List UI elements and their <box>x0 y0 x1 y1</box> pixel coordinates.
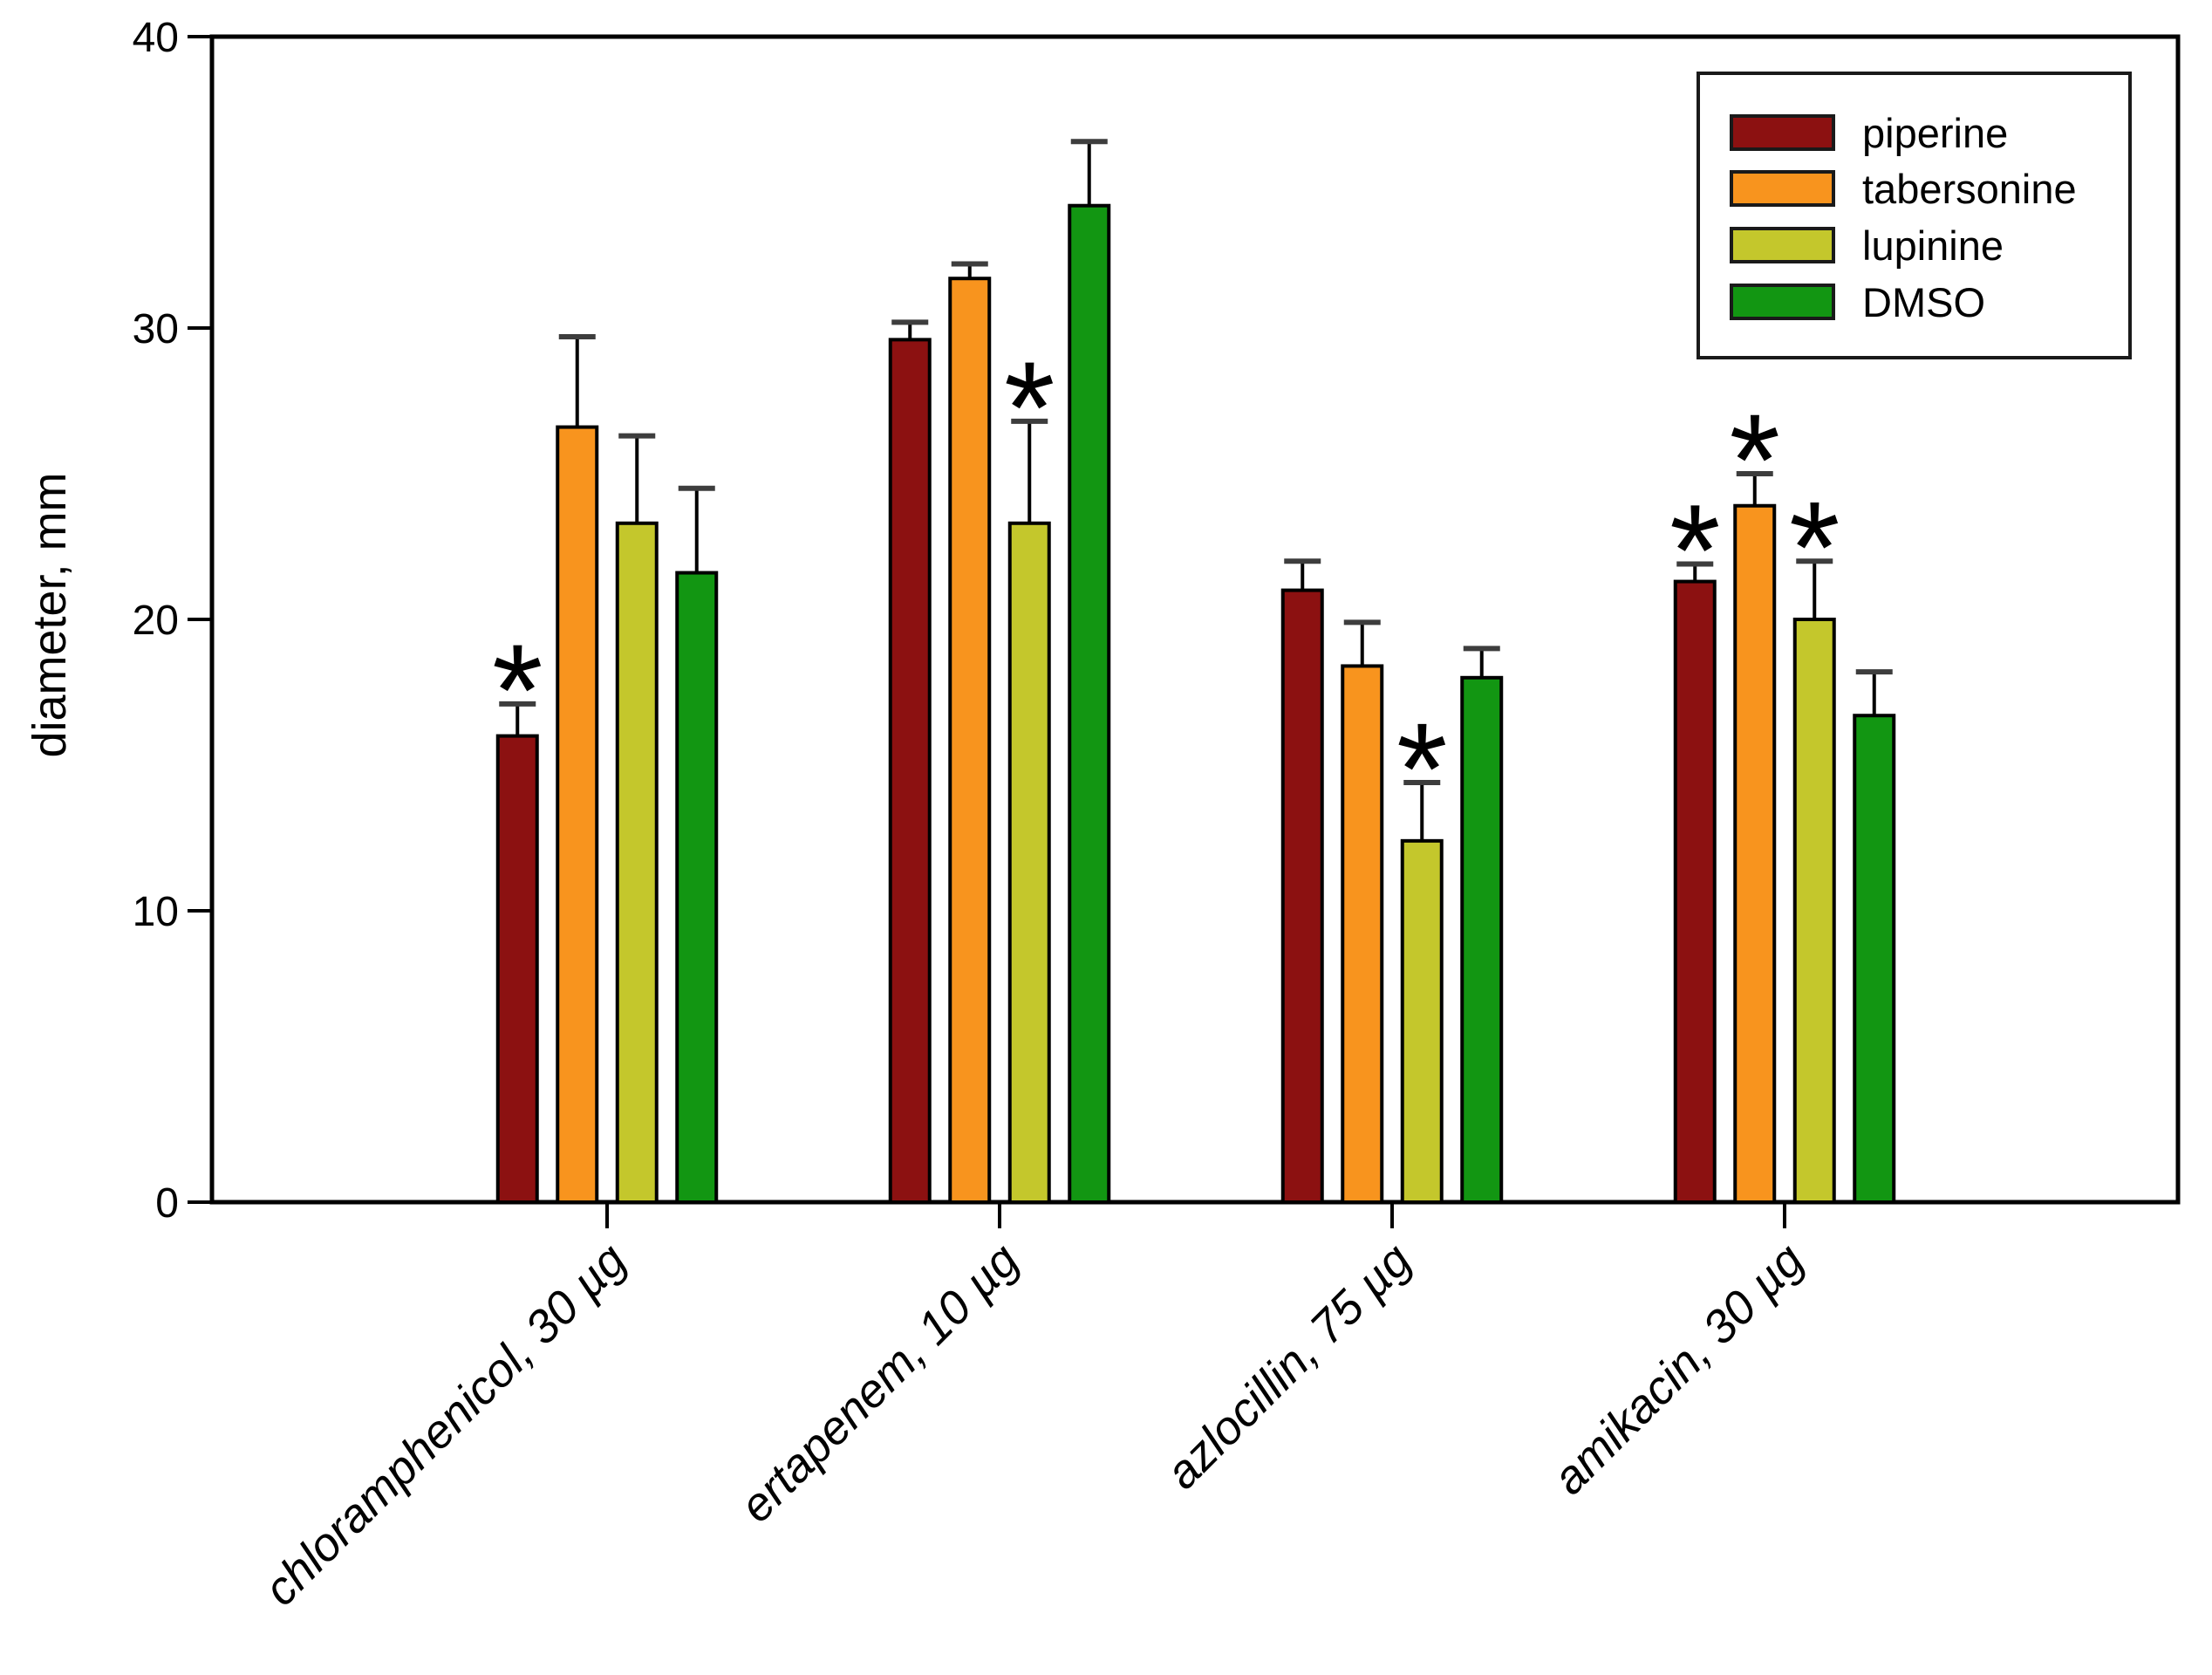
significance-asterisk-lupinine-2: * <box>1396 695 1447 842</box>
bar-piperine-2 <box>1280 588 1324 1204</box>
bar-piperine-3 <box>1673 579 1717 1204</box>
significance-asterisk-tabersonine-3: * <box>1730 386 1780 533</box>
legend-swatch-tabersonine <box>1730 170 1835 207</box>
bar-piperine-0 <box>495 734 539 1204</box>
legend-swatch-piperine <box>1730 114 1835 151</box>
bar-DMSO-2 <box>1460 675 1504 1204</box>
bar-tabersonine-2 <box>1341 664 1384 1204</box>
x-axis-ticks <box>605 1202 1786 1228</box>
x-category-label: chloramphenicol, 30 µg <box>254 1234 636 1616</box>
legend-label: lupinine <box>1862 222 2004 269</box>
legend: piperine tabersonine lupinine DMSO <box>1697 72 2132 359</box>
y-axis-ticks <box>188 35 212 1204</box>
y-tick-label: 20 <box>133 598 179 644</box>
x-category-label: amikacin, 30 µg <box>1543 1234 1814 1505</box>
legend-swatch-lupinine <box>1730 227 1835 263</box>
legend-label: piperine <box>1862 110 2008 156</box>
y-tick-label: 0 <box>155 1180 179 1227</box>
significance-asterisk-lupinine-1: * <box>1004 334 1055 481</box>
x-category-label: azlocillin, 75 µg <box>1156 1234 1421 1499</box>
y-tick-label: 10 <box>133 889 179 935</box>
bar-tabersonine-1 <box>948 277 992 1205</box>
bar-lupinine-0 <box>615 521 659 1204</box>
bar-lupinine-3 <box>1792 618 1836 1204</box>
legend-label: tabersonine <box>1862 166 2077 212</box>
significance-asterisk-piperine-3: * <box>1669 477 1720 624</box>
significance-asterisk-lupinine-3: * <box>1789 474 1840 620</box>
x-category-label: ertapenem, 10 µg <box>730 1234 1029 1533</box>
bar-tabersonine-0 <box>556 425 599 1204</box>
bar-piperine-1 <box>888 338 932 1204</box>
bar-DMSO-1 <box>1068 203 1111 1205</box>
y-tick-label: 30 <box>133 306 179 352</box>
bars-layer: ****** <box>492 139 1896 1205</box>
legend-swatch-dmso <box>1730 284 1835 320</box>
bar-DMSO-3 <box>1853 714 1896 1204</box>
y-axis-title: diameter, mm <box>24 472 76 757</box>
y-tick-label: 40 <box>133 15 179 61</box>
significance-asterisk-piperine-0: * <box>492 617 543 763</box>
bar-tabersonine-3 <box>1733 503 1777 1204</box>
bar-lupinine-2 <box>1400 838 1444 1205</box>
legend-label: DMSO <box>1862 279 1985 325</box>
bar-lupinine-1 <box>1007 521 1051 1204</box>
bar-DMSO-0 <box>675 571 719 1204</box>
